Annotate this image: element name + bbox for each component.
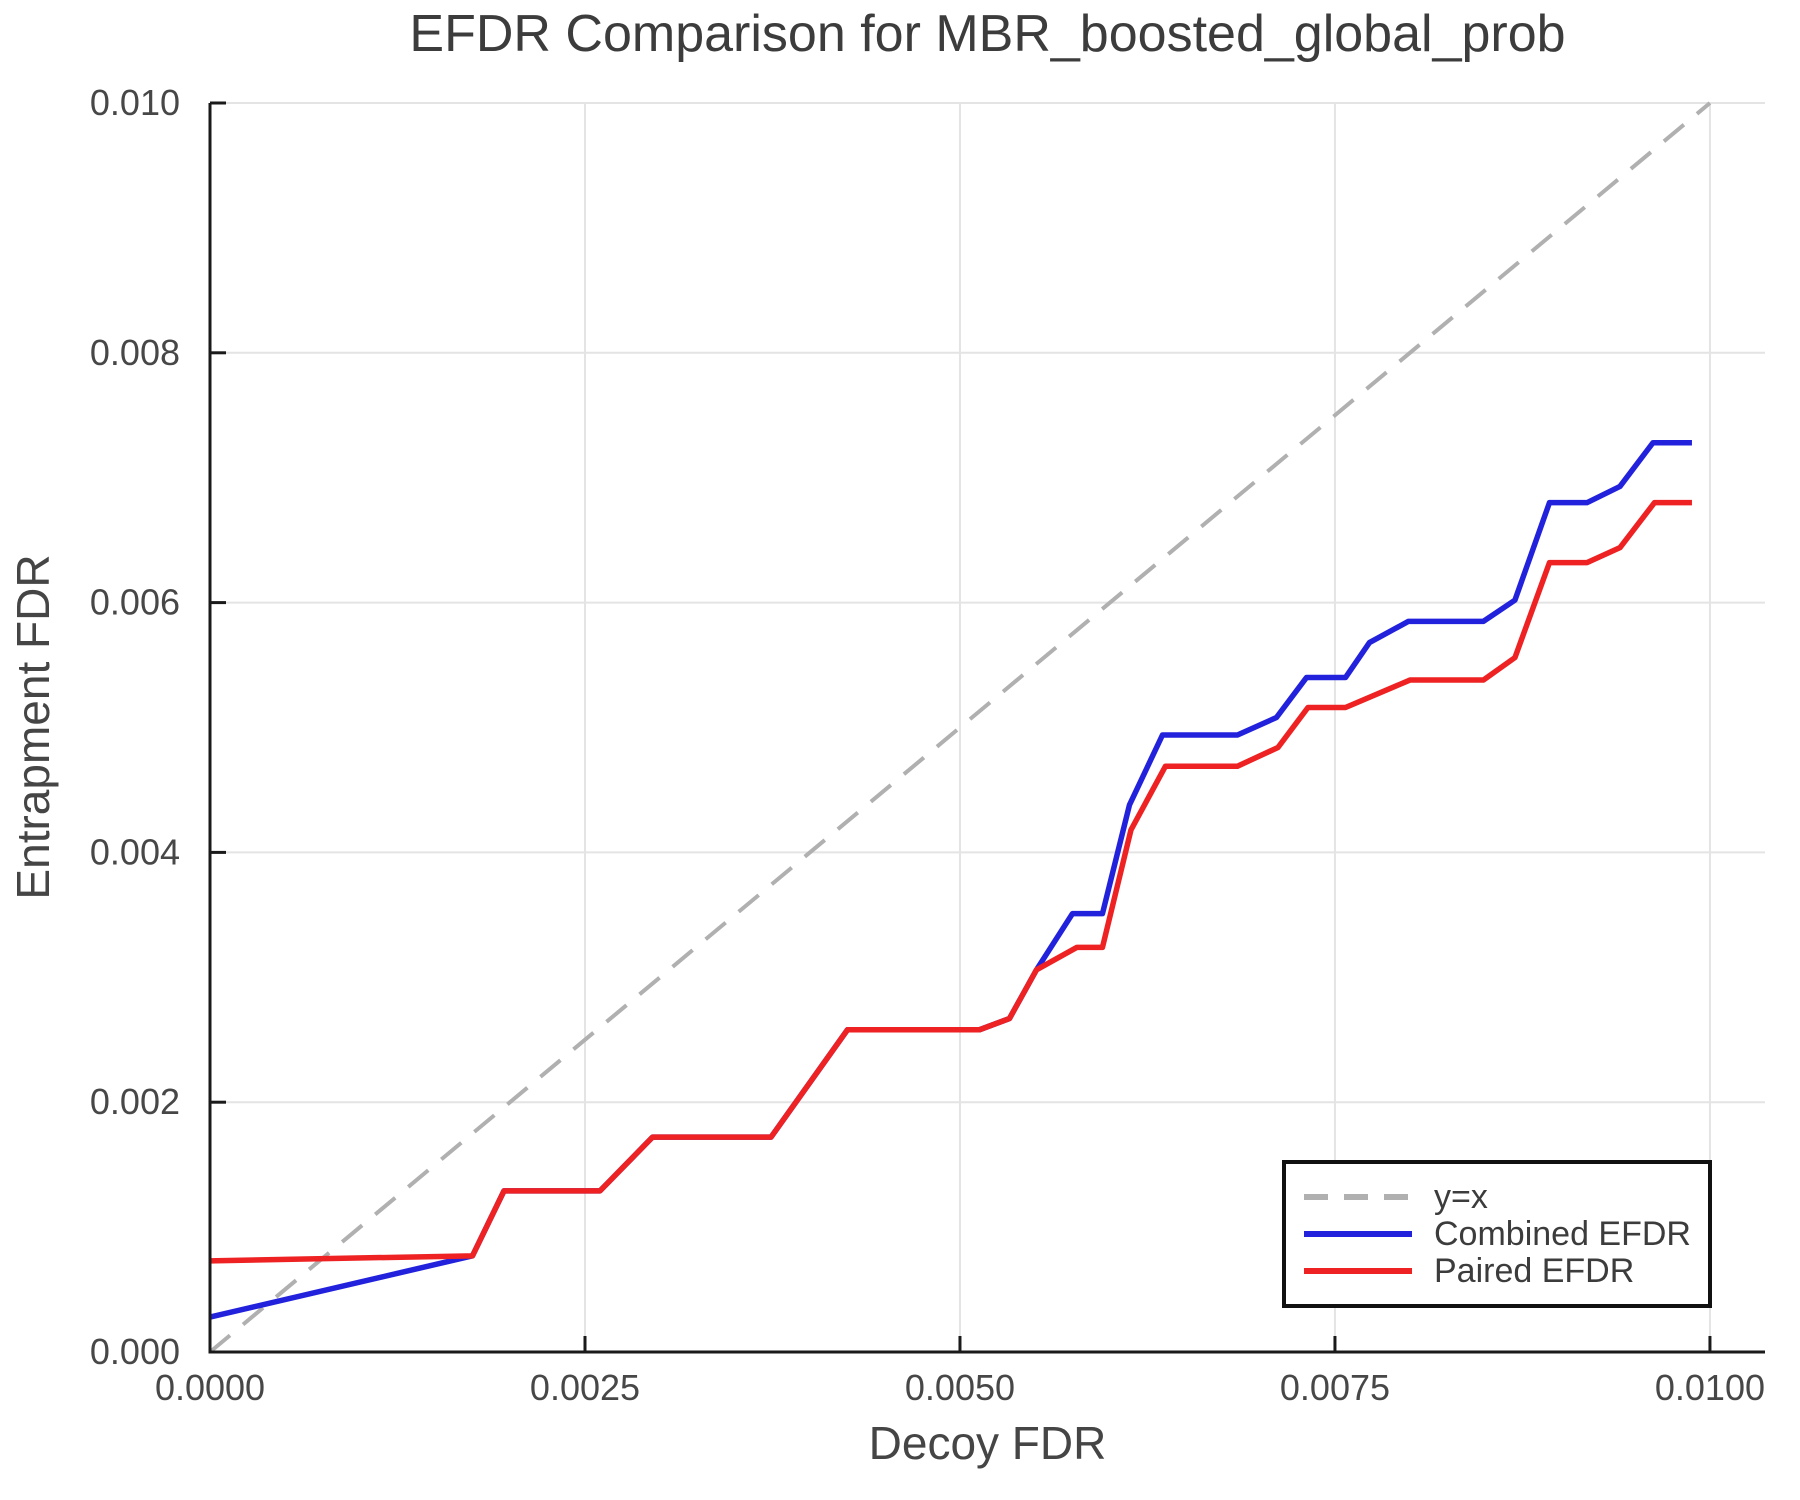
y-axis-label: Entrapment FDR [7,554,59,900]
legend-box: y=x Combined EFDR Paired EFDR [1282,1160,1712,1308]
legend-label: Combined EFDR [1434,1214,1691,1253]
x-tick-label: 0.0050 [905,1367,1015,1408]
y-tick-label: 0.010 [90,82,180,123]
series-paired-efdr [209,499,1692,1264]
x-tick-label: 0.0075 [1280,1367,1390,1408]
legend-line-sample [1304,1231,1412,1237]
chart-title: EFDR Comparison for MBR_boosted_global_p… [409,5,1566,63]
x-tick-label: 0.0025 [530,1367,640,1408]
y-tick-label: 0.004 [90,831,180,872]
y-tick-label: 0.008 [90,332,180,373]
series-y-x [208,101,1712,1354]
legend-label: Paired EFDR [1434,1251,1635,1290]
y-tick-label: 0.006 [90,582,180,623]
x-tick-label: 0.0000 [155,1367,265,1408]
legend-line-sample [1304,1194,1412,1200]
y-tick-label: 0.002 [90,1081,180,1122]
legend-item-y-x: y=x [1302,1177,1708,1216]
legend-item-paired-efdr: Paired EFDR [1302,1251,1708,1290]
x-axis-label: Decoy FDR [868,1417,1107,1469]
legend-item-combined-efdr: Combined EFDR [1302,1214,1708,1253]
x-tick-label: 0.0100 [1655,1367,1765,1408]
legend-line-sample [1304,1268,1412,1274]
legend-label: y=x [1434,1177,1488,1216]
y-tick-label: 0.000 [90,1331,180,1372]
